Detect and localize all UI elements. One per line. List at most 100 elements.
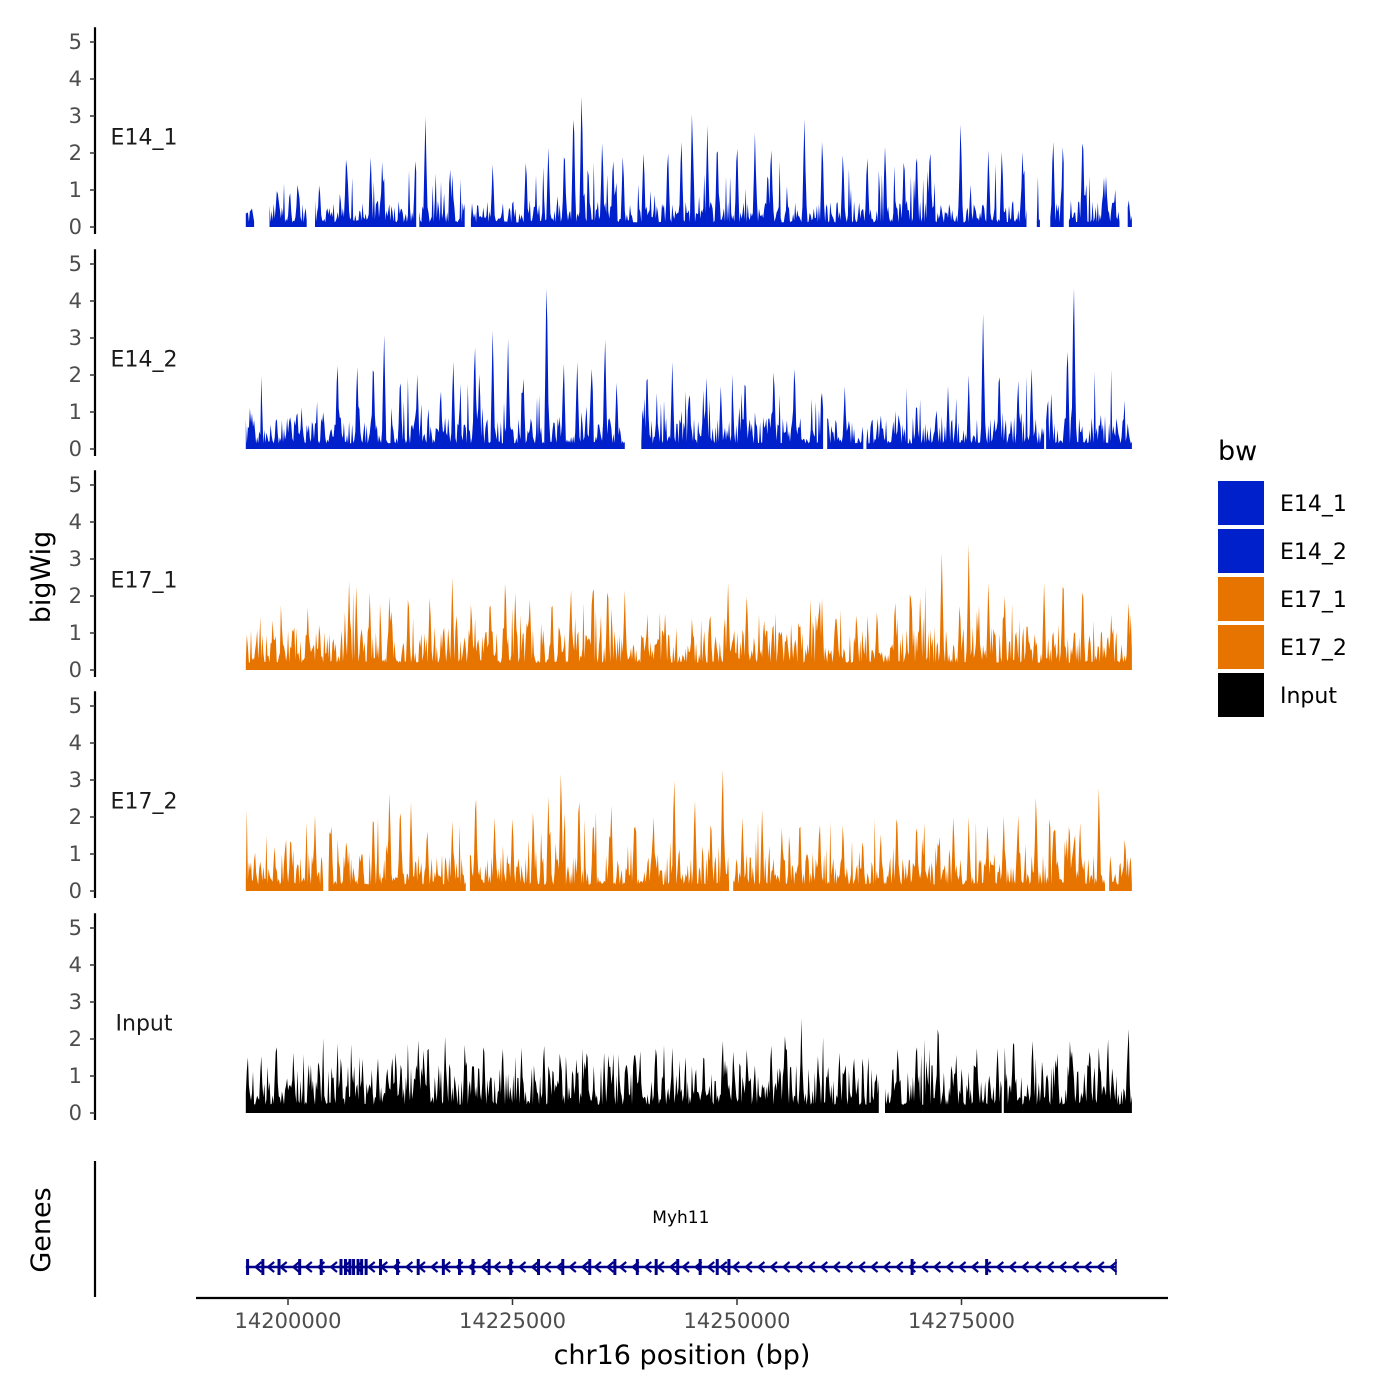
strand-arrow	[455, 1261, 464, 1273]
strand-arrow	[505, 1261, 514, 1273]
legend-swatch-E17_1	[1218, 577, 1264, 621]
signal-area-E14_1	[1127, 200, 1132, 227]
y-tick-label: 0	[69, 879, 82, 903]
strand-arrow	[794, 1261, 803, 1273]
signal-area-E17_2	[328, 793, 466, 891]
strand-arrow	[304, 1261, 313, 1273]
strand-arrow	[907, 1261, 917, 1273]
gene-exon	[588, 1259, 592, 1275]
y-tick-label: 0	[69, 658, 82, 682]
strand-arrow	[605, 1261, 615, 1273]
gene-exon	[487, 1259, 491, 1275]
gene-exon	[246, 1259, 250, 1275]
strand-arrow	[253, 1261, 263, 1273]
strand-arrow	[555, 1261, 565, 1273]
strand-arrow	[417, 1261, 426, 1273]
gene-exon	[364, 1259, 368, 1275]
y-tick-label: 5	[69, 473, 82, 497]
legend-swatch-E17_2	[1218, 625, 1264, 669]
strand-arrow	[731, 1261, 741, 1273]
gene-exon	[537, 1259, 541, 1275]
y-tick-label: 3	[69, 990, 82, 1014]
y-tick-label: 2	[69, 363, 82, 387]
strand-arrow	[1020, 1261, 1030, 1273]
y-tick-label: 5	[69, 694, 82, 718]
y-tick-label: 0	[69, 1101, 82, 1125]
y-tick-label: 2	[69, 584, 82, 608]
strand-arrow	[480, 1261, 489, 1273]
y-tick-label: 0	[69, 437, 82, 461]
gene-exon	[396, 1259, 400, 1275]
x-tick-label: 14250000	[684, 1309, 791, 1333]
strand-arrow	[643, 1261, 653, 1273]
strand-arrow	[656, 1261, 665, 1273]
gene-exon	[561, 1259, 565, 1275]
strand-arrow	[681, 1261, 690, 1273]
genes-axis-title: Genes	[26, 1187, 57, 1272]
strand-arrow	[404, 1261, 414, 1273]
track-label: Input	[116, 1011, 173, 1036]
y-tick-label: 1	[69, 178, 82, 202]
strand-arrow	[869, 1261, 879, 1273]
strand-arrow	[832, 1261, 841, 1273]
strand-arrow	[316, 1261, 326, 1273]
strand-arrow	[719, 1261, 728, 1273]
strand-arrow	[895, 1261, 904, 1273]
signal-area-E14_2	[641, 361, 824, 449]
signal-area-E17_1	[245, 544, 1132, 670]
gene-exon	[298, 1259, 302, 1275]
strand-arrow	[467, 1261, 476, 1273]
y-tick-label: 1	[69, 621, 82, 645]
gene-exon	[458, 1259, 462, 1275]
strand-arrow	[543, 1261, 552, 1273]
signal-area-Input	[1003, 1029, 1132, 1113]
y-tick-label: 3	[69, 326, 82, 350]
track-E17_2: 0 1 2 3 4 5 E17_2	[69, 691, 1132, 903]
y-tick-label: 5	[69, 30, 82, 54]
gene-exon	[727, 1259, 731, 1275]
x-axis-title: chr16 position (bp)	[554, 1340, 811, 1371]
gene-exon	[715, 1259, 719, 1275]
gene-exon	[348, 1259, 352, 1275]
strand-arrow	[1058, 1261, 1067, 1273]
strand-arrow	[957, 1261, 967, 1273]
strand-arrow	[945, 1261, 954, 1273]
y-tick-label: 3	[69, 547, 82, 571]
signal-area-E14_1	[1036, 176, 1040, 227]
signal-area-E17_2	[245, 809, 324, 891]
strand-arrow	[291, 1261, 300, 1273]
strand-arrow	[781, 1261, 791, 1273]
signal-area-Input	[885, 1029, 1002, 1113]
y-tick-label: 0	[69, 215, 82, 239]
gene-exon	[356, 1259, 360, 1275]
strand-arrow	[593, 1261, 602, 1273]
x-tick-label: 14225000	[459, 1309, 566, 1333]
signal-area-E14_1	[419, 116, 465, 227]
strand-arrow	[970, 1261, 979, 1273]
gene-exon	[613, 1259, 617, 1275]
strand-arrow	[744, 1261, 753, 1273]
strand-arrow	[857, 1261, 866, 1273]
y-tick-label: 1	[69, 842, 82, 866]
gene-exon	[635, 1259, 639, 1275]
legend-title: bw	[1218, 436, 1257, 467]
strand-arrow	[1071, 1261, 1080, 1273]
strand-arrow	[706, 1261, 715, 1273]
strand-arrow	[844, 1261, 854, 1273]
strand-arrow	[354, 1261, 363, 1273]
gene-exon	[698, 1259, 702, 1275]
strand-arrow	[341, 1261, 351, 1273]
x-tick-label: 14200000	[235, 1309, 342, 1333]
track-label: E17_1	[111, 568, 178, 593]
legend-label: E17_1	[1280, 588, 1347, 613]
signal-area-E17_2	[1109, 839, 1132, 891]
strand-arrow	[618, 1261, 627, 1273]
strand-arrow	[819, 1261, 829, 1273]
gene-exon	[910, 1259, 914, 1275]
y-tick-label: 3	[69, 768, 82, 792]
strand-arrow	[756, 1261, 766, 1273]
strand-arrow	[530, 1261, 539, 1273]
strand-arrow	[668, 1261, 678, 1273]
signal-area-E14_1	[269, 183, 307, 227]
